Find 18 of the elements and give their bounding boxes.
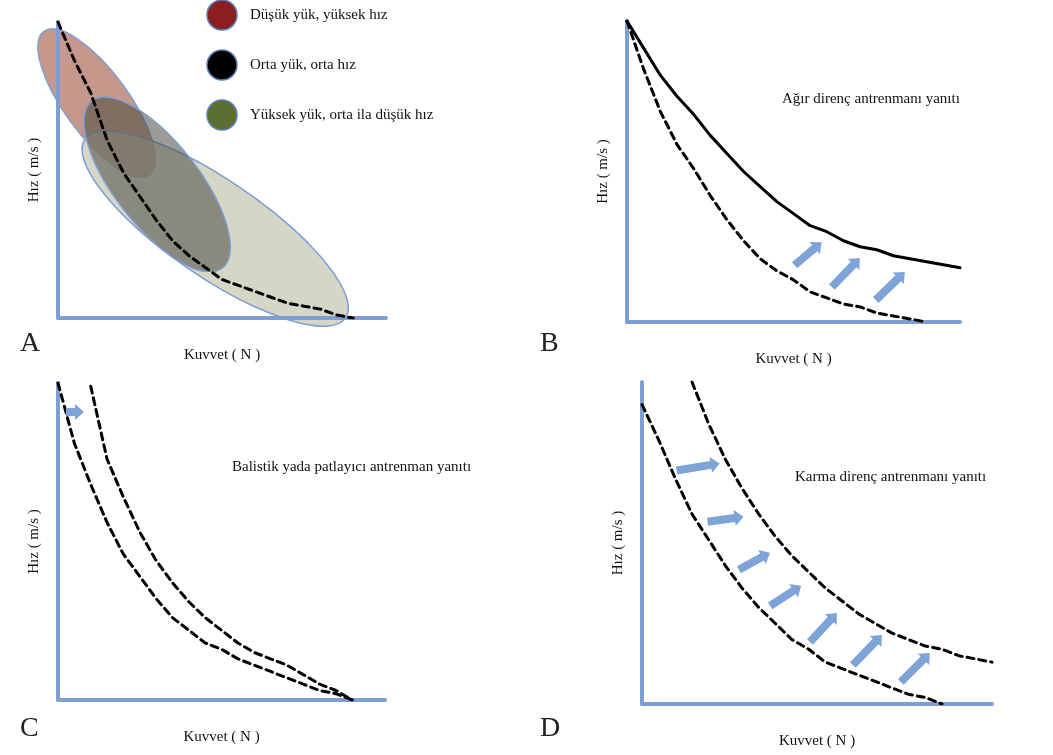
x-axis-title: Kuvvet ( N ): [778, 731, 856, 749]
y-axis-title: Hız ( m/s ): [24, 137, 42, 203]
y-axis-title: Hız ( m/s ): [608, 510, 626, 576]
text: Düşük yük, yüksek hız: [250, 5, 388, 22]
text: A: [20, 325, 41, 357]
x-axis-title: Kuvvet ( N ): [183, 345, 261, 363]
text: C: [20, 710, 39, 742]
annotation: Orta yük, orta hız: [250, 55, 357, 72]
x-axis-title: Kuvvet ( N ): [755, 349, 832, 367]
text: D: [540, 710, 561, 742]
y-axis-title: Hız ( m/s ): [593, 139, 611, 204]
annotation: Ağır direnç antrenmanı yanıtı: [782, 89, 960, 106]
annotation: Yüksek yük, orta ila düşük hız: [250, 105, 434, 122]
text: B: [540, 325, 559, 357]
annotation: Balistik yada patlayıcı antrenman yanıtı: [232, 457, 472, 474]
annotation: Karma direnç antrenmanı yanıtı: [795, 467, 987, 484]
x-axis-title: Kuvvet ( N ): [183, 727, 260, 745]
y-axis-title: Hız ( m/s ): [24, 509, 42, 574]
